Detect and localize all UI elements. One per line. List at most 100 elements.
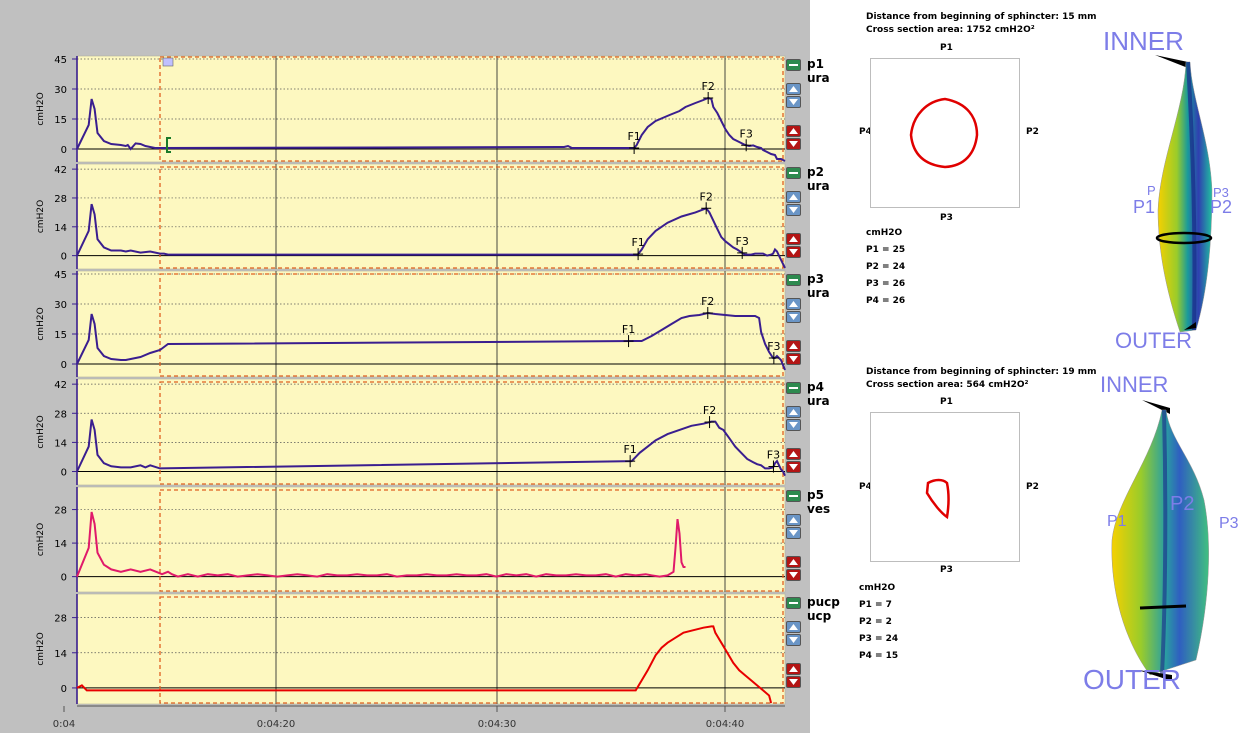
sphincter-model-1 <box>1155 55 1213 333</box>
cs1-unit: cmH2O <box>866 228 903 238</box>
scale-down-button-p5[interactable] <box>786 527 801 539</box>
trace-pucp <box>76 625 773 704</box>
offset-down-button-p3[interactable] <box>786 353 801 365</box>
offset-down-button-p1[interactable] <box>786 138 801 150</box>
xtick-label: 0:04:40 <box>706 719 745 730</box>
model1-p3-label: P3 <box>1213 185 1229 200</box>
track-panel-pucp <box>76 593 786 705</box>
ytick-label-p1: 30 <box>54 85 67 96</box>
channel-name-p3: p3 <box>807 272 824 286</box>
cs1-label-left: P4 <box>859 127 872 137</box>
scale-up-button-p2[interactable] <box>786 191 801 203</box>
xtick-label: 0:04 <box>53 719 75 730</box>
cs1-area: Cross section area: 1752 cmH2O² <box>866 25 1035 35</box>
ytick-label-p4: 0 <box>61 468 67 479</box>
model1-p1-label: P1 <box>1133 197 1156 217</box>
event-label-f1: F1 <box>631 236 644 249</box>
traces-panel: 45 30 15 0 cmH2O F1 F2 F3 42 28 14 0 cmH2O F1 F2 F3 45 30… <box>0 0 810 733</box>
ytick-label-p2: 42 <box>54 165 67 176</box>
cs2-value-p4: P4 = 15 <box>859 651 899 661</box>
ytick-label-pucp: 28 <box>54 614 67 625</box>
ylabel-p4: cmH2O <box>36 415 46 448</box>
event-label-f3: F3 <box>767 340 780 353</box>
offset-down-button-p5[interactable] <box>786 569 801 581</box>
offset-up-button-p2[interactable] <box>786 233 801 245</box>
collapse-button-p1[interactable] <box>786 59 801 71</box>
ytick-label-p1: 15 <box>54 115 67 126</box>
cs2-label-bottom: P3 <box>940 565 953 575</box>
model2-p1-label: P1 <box>1107 513 1127 530</box>
ytick-label-p5: 14 <box>54 539 67 550</box>
ytick-label-pucp: 14 <box>54 649 67 660</box>
event-label-f3: F3 <box>740 127 753 140</box>
inner-marker-1 <box>1155 55 1188 68</box>
cs2-cross-section-plot <box>870 412 1020 562</box>
scale-down-button-p1[interactable] <box>786 96 801 108</box>
ytick-label-p2: 14 <box>54 223 67 234</box>
ylabel-pucp: cmH2O <box>36 632 46 665</box>
scale-down-button-p2[interactable] <box>786 204 801 216</box>
scale-down-button-pucp[interactable] <box>786 634 801 646</box>
channel-sub-pucp: ucp <box>807 609 832 623</box>
event-label-f2: F2 <box>703 404 716 417</box>
cs1-value-p2: P2 = 24 <box>866 262 906 272</box>
channel-sub-p3: ura <box>807 286 830 300</box>
collapse-button-p2[interactable] <box>786 167 801 179</box>
scale-up-button-pucp[interactable] <box>786 621 801 633</box>
ytick-label-p5: 0 <box>61 573 67 584</box>
scale-up-button-p3[interactable] <box>786 298 801 310</box>
model2-p2-label: P2 <box>1170 493 1195 515</box>
collapse-button-pucp[interactable] <box>786 597 801 609</box>
model1-p2-label: P2 <box>1210 197 1233 217</box>
cs1-cross-section-plot <box>870 58 1020 208</box>
cursor-bracket <box>166 137 171 153</box>
collapse-button-p5[interactable] <box>786 490 801 502</box>
model2-outer-label: OUTER <box>1083 664 1181 695</box>
model1-inner-label: INNER <box>1103 26 1184 56</box>
ytick-label-p3: 30 <box>54 300 67 311</box>
sphincter-model-2 <box>1111 400 1209 681</box>
cs1-value-p1: P1 = 25 <box>866 245 906 255</box>
cs1-value-p4: P4 = 26 <box>866 296 906 306</box>
collapse-button-p4[interactable] <box>786 382 801 394</box>
cs2-distance: Distance from beginning of sphincter: 19… <box>866 367 1097 377</box>
cs2-value-p3: P3 = 24 <box>859 634 899 644</box>
selection-rect-p4 <box>159 381 784 485</box>
scale-down-button-p3[interactable] <box>786 311 801 323</box>
channel-sub-p2: ura <box>807 179 830 193</box>
event-label-f2: F2 <box>701 295 714 308</box>
pressure-traces-chart[interactable]: 45 30 15 0 cmH2O F1 F2 F3 42 28 14 0 cmH2O F1 F2 F3 45 30… <box>0 0 810 733</box>
scale-up-button-p1[interactable] <box>786 83 801 95</box>
event-label-f1: F1 <box>627 130 640 143</box>
offset-down-button-pucp[interactable] <box>786 676 801 688</box>
scale-up-button-p5[interactable] <box>786 514 801 526</box>
selection-rect-p2 <box>159 166 784 269</box>
cs2-unit: cmH2O <box>859 583 896 593</box>
offset-down-button-p4[interactable] <box>786 461 801 473</box>
offset-up-button-p4[interactable] <box>786 448 801 460</box>
event-label-f2: F2 <box>700 190 713 203</box>
channel-name-p2: p2 <box>807 165 824 179</box>
trace-p5 <box>76 511 686 578</box>
offset-down-button-p2[interactable] <box>786 246 801 258</box>
ytick-label-p3: 45 <box>54 270 67 281</box>
outer-marker-2 <box>1138 670 1172 681</box>
ytick-label-p3: 0 <box>61 360 67 371</box>
cs2-label-left: P4 <box>859 482 872 492</box>
cs2-label-top: P1 <box>940 397 953 407</box>
offset-up-button-p1[interactable] <box>786 125 801 137</box>
offset-up-button-p3[interactable] <box>786 340 801 352</box>
scale-down-button-p4[interactable] <box>786 419 801 431</box>
scale-up-button-p4[interactable] <box>786 406 801 418</box>
offset-up-button-pucp[interactable] <box>786 663 801 675</box>
track-panel-p3 <box>76 270 786 378</box>
ylabel-p2: cmH2O <box>36 200 46 233</box>
collapse-button-p3[interactable] <box>786 274 801 286</box>
ytick-label-p2: 0 <box>61 252 67 263</box>
cs1-label-top: P1 <box>940 43 953 53</box>
xtick-label: 0:04:20 <box>257 719 296 730</box>
cs2-shape <box>925 478 950 520</box>
event-label-f3: F3 <box>767 449 780 462</box>
model1-p4-label: P <box>1147 183 1156 198</box>
offset-up-button-p5[interactable] <box>786 556 801 568</box>
